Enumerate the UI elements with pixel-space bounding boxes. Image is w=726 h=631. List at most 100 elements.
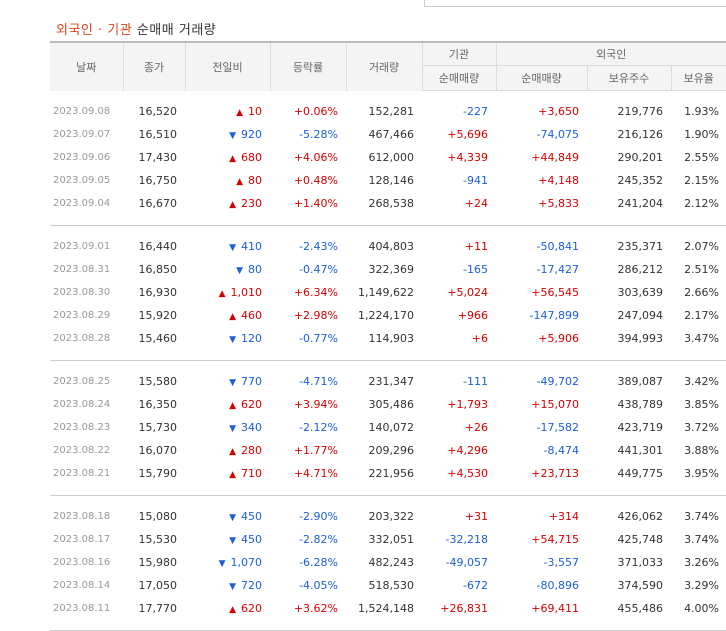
cell-foreign-net: -8,474 xyxy=(496,439,587,462)
cell-rate: +2.98% xyxy=(270,304,346,327)
cell-volume: 322,369 xyxy=(346,258,422,281)
cell-holdings: 286,212 xyxy=(587,258,671,281)
group-gap xyxy=(50,350,726,361)
change-value: 680 xyxy=(241,151,262,164)
cell-volume: 482,243 xyxy=(346,551,422,574)
cell-ratio: 2.66% xyxy=(671,281,726,304)
down-triangle-icon: ▼ xyxy=(229,582,236,592)
change-value: 120 xyxy=(241,332,262,345)
change-value: 450 xyxy=(241,510,262,523)
group-gap xyxy=(50,620,726,631)
cell-holdings: 441,301 xyxy=(587,439,671,462)
cell-date: 2023.09.06 xyxy=(50,146,123,169)
cell-ratio: 2.55% xyxy=(671,146,726,169)
down-triangle-icon: ▼ xyxy=(229,131,236,141)
cell-institution-net: +11 xyxy=(422,235,496,258)
cell-change: ▼120 xyxy=(185,327,270,350)
cell-close: 17,050 xyxy=(123,574,185,597)
cell-change: ▼770 xyxy=(185,370,270,393)
cell-institution-net: +4,339 xyxy=(422,146,496,169)
cell-holdings: 290,201 xyxy=(587,146,671,169)
cell-holdings: 455,486 xyxy=(587,597,671,620)
cell-holdings: 247,094 xyxy=(587,304,671,327)
cell-change: ▲620 xyxy=(185,597,270,620)
up-triangle-icon: ▲ xyxy=(229,470,236,480)
cell-institution-net: +5,024 xyxy=(422,281,496,304)
cell-date: 2023.08.24 xyxy=(50,393,123,416)
cell-change: ▲1,010 xyxy=(185,281,270,304)
cell-date: 2023.08.29 xyxy=(50,304,123,327)
header-change: 전일비 xyxy=(185,42,270,91)
cell-foreign-net: +5,833 xyxy=(496,192,587,215)
cell-institution-net: -111 xyxy=(422,370,496,393)
cell-close: 16,440 xyxy=(123,235,185,258)
cell-foreign-net: -3,557 xyxy=(496,551,587,574)
cell-change: ▼920 xyxy=(185,123,270,146)
cell-rate: +6.34% xyxy=(270,281,346,304)
cell-rate: +1.40% xyxy=(270,192,346,215)
cell-volume: 221,956 xyxy=(346,462,422,485)
down-triangle-icon: ▼ xyxy=(236,266,243,276)
down-triangle-icon: ▼ xyxy=(229,536,236,546)
cell-rate: +4.06% xyxy=(270,146,346,169)
cell-ratio: 3.95% xyxy=(671,462,726,485)
group-spacer xyxy=(50,361,726,370)
cell-close: 16,350 xyxy=(123,393,185,416)
cell-close: 16,850 xyxy=(123,258,185,281)
cell-holdings: 235,371 xyxy=(587,235,671,258)
down-triangle-icon: ▼ xyxy=(229,424,236,434)
cell-rate: -2.90% xyxy=(270,505,346,528)
cell-volume: 305,486 xyxy=(346,393,422,416)
section-title-highlight: 외국인 · 기관 xyxy=(56,23,132,38)
cell-foreign-net: +56,545 xyxy=(496,281,587,304)
change-value: 230 xyxy=(241,197,262,210)
cell-institution-net: +4,530 xyxy=(422,462,496,485)
cell-institution-net: -672 xyxy=(422,574,496,597)
header-rate: 등락률 xyxy=(270,42,346,91)
up-triangle-icon: ▲ xyxy=(229,605,236,615)
cell-ratio: 3.47% xyxy=(671,327,726,350)
cell-foreign-net: +44,849 xyxy=(496,146,587,169)
change-value: 10 xyxy=(248,105,262,118)
up-triangle-icon: ▲ xyxy=(229,312,236,322)
cell-holdings: 423,719 xyxy=(587,416,671,439)
cell-foreign-net: +54,715 xyxy=(496,528,587,551)
header-date: 날짜 xyxy=(50,42,123,91)
cell-close: 15,980 xyxy=(123,551,185,574)
cell-date: 2023.08.22 xyxy=(50,439,123,462)
header-institution-net: 순매매량 xyxy=(422,66,496,91)
cell-volume: 114,903 xyxy=(346,327,422,350)
cell-rate: -2.12% xyxy=(270,416,346,439)
up-triangle-icon: ▲ xyxy=(219,289,226,299)
cell-foreign-net: -74,075 xyxy=(496,123,587,146)
cell-institution-net: +966 xyxy=(422,304,496,327)
header-foreign-net: 순매매량 xyxy=(496,66,587,91)
up-triangle-icon: ▲ xyxy=(229,200,236,210)
cell-date: 2023.08.31 xyxy=(50,258,123,281)
cell-institution-net: +31 xyxy=(422,505,496,528)
cell-institution-net: +1,793 xyxy=(422,393,496,416)
cell-date: 2023.08.11 xyxy=(50,597,123,620)
change-value: 620 xyxy=(241,398,262,411)
cell-institution-net: +24 xyxy=(422,192,496,215)
cell-date: 2023.08.14 xyxy=(50,574,123,597)
cell-institution-net: +5,696 xyxy=(422,123,496,146)
cell-ratio: 4.00% xyxy=(671,597,726,620)
cell-date: 2023.08.21 xyxy=(50,462,123,485)
group-spacer xyxy=(50,226,726,235)
cell-foreign-net: -17,427 xyxy=(496,258,587,281)
cell-change: ▲280 xyxy=(185,439,270,462)
cell-date: 2023.09.04 xyxy=(50,192,123,215)
down-triangle-icon: ▼ xyxy=(229,243,236,253)
cell-change: ▲710 xyxy=(185,462,270,485)
cell-volume: 152,281 xyxy=(346,100,422,123)
cell-foreign-net: +15,070 xyxy=(496,393,587,416)
section-title: 외국인 · 기관 순매매 거래량 xyxy=(56,19,216,38)
cell-holdings: 374,590 xyxy=(587,574,671,597)
cell-date: 2023.09.07 xyxy=(50,123,123,146)
